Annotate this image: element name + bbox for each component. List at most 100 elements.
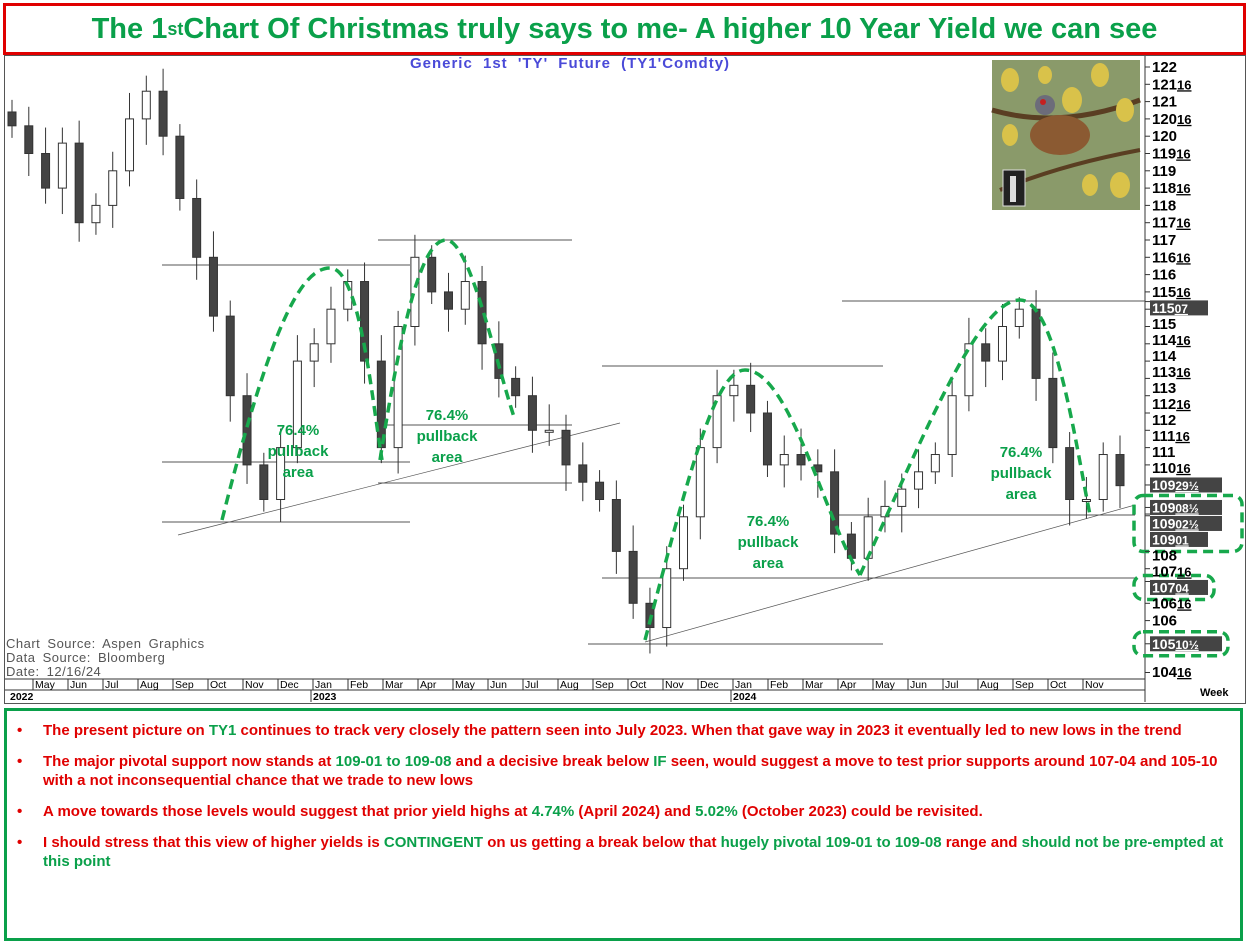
candle-up	[141, 90, 151, 120]
y-tick-label: 106	[1152, 613, 1177, 630]
title-sup: st	[167, 18, 184, 39]
y-tick-label: 11616	[1152, 249, 1191, 266]
x-year-label: 2024	[733, 691, 757, 703]
candle-up	[544, 429, 554, 433]
partridge	[1030, 115, 1090, 155]
candle-up	[930, 454, 940, 473]
candle-down	[360, 281, 370, 362]
x-tick-label: Sep	[1015, 679, 1034, 691]
bullet-segment: IF	[653, 753, 667, 770]
bullet-segment: on us getting a break below that	[483, 834, 721, 851]
x-tick-label: Aug	[140, 679, 159, 691]
pullback-arc	[858, 298, 1092, 576]
chart-date: Date: 12/16/24	[6, 664, 102, 679]
x-tick-label: Mar	[805, 679, 824, 691]
y-tick-label: 116	[1152, 267, 1176, 284]
y-tick-label: 11316	[1152, 364, 1191, 381]
candle-up	[326, 308, 336, 345]
candle-down	[561, 429, 571, 466]
price-marker-bg	[1150, 477, 1222, 493]
candle-down	[376, 360, 386, 449]
candle-down	[746, 384, 756, 414]
candle-down	[7, 111, 17, 127]
pullback-annotation: 76.4% pullback area	[392, 405, 502, 468]
commentary-bullet: • The present picture on TY1 continues to…	[15, 721, 1232, 740]
candle-up	[779, 454, 789, 466]
y-tick-label: 12116	[1152, 76, 1192, 93]
candle-down	[527, 395, 537, 431]
y-tick-label: 10416	[1152, 664, 1192, 681]
candle-down	[1065, 447, 1075, 501]
bullet-dot: •	[17, 722, 23, 739]
title-pre: The 1	[91, 12, 168, 45]
annotation-text: 76.4% pullback area	[737, 513, 799, 572]
candle-up	[125, 118, 135, 172]
candle-down	[208, 256, 218, 317]
x-tick-label: Jan	[735, 679, 752, 691]
annotation-text: 76.4% pullback area	[267, 422, 329, 481]
x-tick-label: Jun	[70, 679, 87, 691]
x-year-label: 2023	[313, 691, 337, 703]
frequency-label: Week	[1200, 687, 1229, 699]
candle-down	[1031, 308, 1041, 379]
candle-up	[108, 170, 118, 206]
bullet-segment: The present picture on	[43, 722, 209, 739]
x-tick-label: Nov	[665, 679, 684, 691]
candle-down	[796, 454, 806, 466]
candle-down	[578, 464, 588, 483]
data-source: Data Source: Bloomberg	[6, 650, 166, 665]
x-tick-label: Dec	[700, 679, 719, 691]
y-tick-label: 11216	[1152, 396, 1191, 413]
price-marker-bg	[1150, 636, 1222, 652]
y-tick-label: 11916	[1152, 146, 1191, 163]
candle-up	[947, 395, 957, 456]
pullback-arcs	[220, 238, 1092, 641]
title-post: Chart Of Christmas truly says to me- A h…	[183, 12, 1158, 45]
bullet-segment: TY1	[208, 722, 237, 739]
pears	[1001, 63, 1134, 198]
candle-up	[343, 281, 353, 310]
y-tick-label: 11816	[1152, 180, 1191, 197]
y-tick-label: 114	[1152, 348, 1177, 365]
candle-down	[762, 412, 772, 466]
x-tick-label: Aug	[560, 679, 579, 691]
x-year-label: 2022	[10, 691, 34, 703]
y-tick-label: 122	[1152, 59, 1177, 76]
bullet-segment: range and	[941, 834, 1022, 851]
picture-number-one-stroke	[1010, 176, 1016, 202]
pullback-annotation: 76.4% pullback area	[966, 442, 1076, 505]
price-marker-bg	[1150, 531, 1208, 547]
bullet-segment: seen, would suggest a move to test prior…	[43, 753, 1218, 789]
support-highlight-105	[1132, 630, 1230, 658]
price-marker-label: 10929½	[1152, 477, 1199, 493]
candle-up	[997, 326, 1007, 362]
x-tick-label: Oct	[1050, 679, 1066, 691]
bullet-dot: •	[17, 834, 23, 851]
candle-up	[679, 516, 689, 570]
commentary-bullet: • The major pivotal support now stands at…	[15, 752, 1232, 790]
candle-down	[443, 291, 453, 310]
x-tick-label: May	[455, 679, 476, 691]
trendline	[644, 504, 1136, 643]
candle-up	[410, 256, 420, 327]
candle-down	[24, 125, 34, 154]
x-tick-label: Nov	[245, 679, 264, 691]
pullback-annotation: 76.4% pullback area	[713, 511, 823, 574]
x-tick-label: Mar	[385, 679, 404, 691]
candle-down	[628, 550, 638, 604]
chart-source: Chart Source: Aspen Graphics	[6, 636, 205, 651]
candle-up	[897, 488, 907, 507]
price-marker-label: 10510½	[1152, 636, 1199, 652]
candle-down	[1048, 377, 1058, 449]
y-tick-label: 108	[1152, 547, 1177, 564]
x-tick-label: Sep	[175, 679, 194, 691]
y-tick-label: 111	[1152, 444, 1175, 461]
y-tick-label: 11016	[1152, 460, 1191, 477]
axes	[5, 56, 1146, 702]
candle-up	[964, 343, 974, 397]
bullet-segment: continues to track very closely the patt…	[236, 722, 1182, 739]
x-tick-label: Apr	[840, 679, 857, 691]
y-tick-label: 121	[1152, 94, 1177, 111]
x-tick-label: May	[35, 679, 56, 691]
